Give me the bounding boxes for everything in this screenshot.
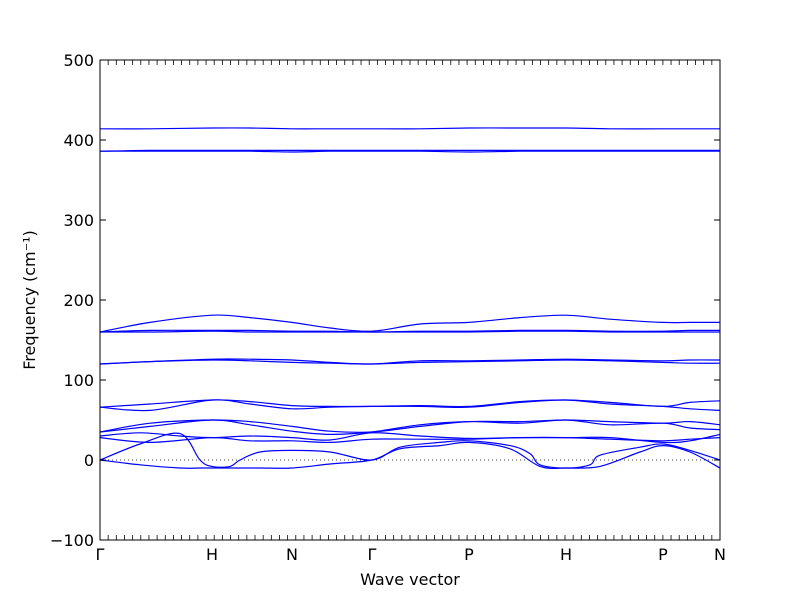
y-tick-label: 500 <box>63 51 94 70</box>
band-line-0 <box>99 441 721 469</box>
y-tick-label: 100 <box>63 371 94 390</box>
x-tick-label: H <box>206 545 218 564</box>
x-tick-label: H <box>560 545 572 564</box>
y-tick-label: −100 <box>50 531 94 550</box>
band-line-2 <box>99 436 721 444</box>
band-line-8 <box>99 359 721 365</box>
band-line-10 <box>99 330 720 333</box>
band-line-9 <box>99 358 721 365</box>
plot-content <box>99 127 721 469</box>
y-tick-label: 300 <box>63 211 94 230</box>
band-line-7 <box>99 399 721 408</box>
y-tick-label: 0 <box>84 451 94 470</box>
y-tick-label: 200 <box>63 291 94 310</box>
tick-labels: −100 0 100 200 300 400 500 Γ H N Γ P H P N <box>50 51 726 564</box>
x-tick-label: Γ <box>368 545 377 564</box>
band-line-1 <box>99 432 721 469</box>
band-line-5 <box>99 419 721 433</box>
band-line-13 <box>99 150 720 153</box>
y-axis-label: Frequency (cm⁻¹) <box>20 230 39 369</box>
x-tick-label: P <box>658 545 668 564</box>
x-tick-label: N <box>286 545 298 564</box>
x-axis-label: Wave vector <box>360 570 460 589</box>
axes-frame <box>99 59 721 541</box>
band-line-14 <box>99 149 720 152</box>
band-line-15 <box>99 127 720 130</box>
band-line-3 <box>99 432 721 444</box>
x-tick-label: N <box>714 545 726 564</box>
band-line-12 <box>99 314 720 333</box>
x-tick-label: P <box>464 545 474 564</box>
x-tick-label: Γ <box>96 545 105 564</box>
y-tick-label: 400 <box>63 131 94 150</box>
band-line-11 <box>99 329 721 333</box>
